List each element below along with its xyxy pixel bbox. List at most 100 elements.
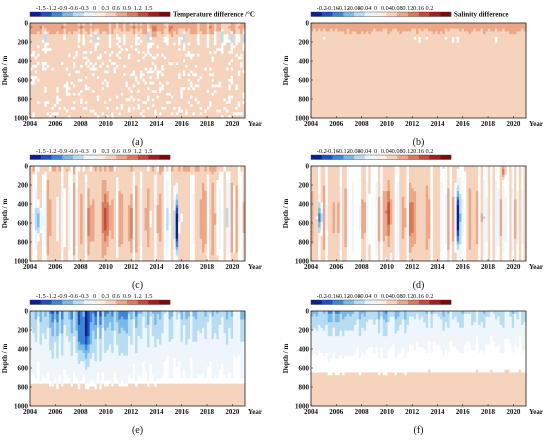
heatmap-cell — [39, 45, 43, 49]
heatmap-cell — [187, 84, 191, 88]
heatmap-cell — [101, 98, 105, 102]
heatmap-cell — [370, 73, 374, 77]
heatmap-cell — [68, 104, 72, 108]
heatmap-cell — [144, 36, 148, 41]
heatmap-cell — [351, 64, 355, 69]
heatmap-cell — [233, 115, 236, 119]
heatmap-cell — [178, 104, 181, 108]
heatmap-cell — [432, 25, 436, 29]
heatmap-cell — [113, 56, 117, 60]
heatmap-cell — [380, 76, 384, 80]
heatmap-cell — [425, 53, 429, 57]
heatmap-cell — [130, 90, 134, 94]
heatmap-cell — [420, 112, 424, 116]
heatmap-cell — [351, 70, 355, 74]
heatmap-cell — [154, 23, 158, 27]
heatmap-cell — [334, 64, 338, 69]
heatmap-cell — [211, 115, 215, 119]
heatmap-cell — [346, 62, 350, 66]
heatmap-cell — [163, 23, 167, 27]
heatmap-cell — [325, 87, 329, 91]
heatmap-cell — [137, 48, 141, 52]
heatmap-cell — [65, 36, 69, 41]
heatmap-cell — [349, 50, 353, 55]
heatmap-cell — [325, 70, 329, 74]
heatmap-cell — [423, 112, 427, 116]
heatmap-cell — [161, 101, 165, 105]
heatmap-cell — [202, 70, 205, 74]
heatmap-cell — [389, 95, 393, 99]
heatmap-cell — [401, 106, 405, 111]
heatmap-cell — [118, 25, 122, 29]
heatmap-cell — [437, 92, 441, 97]
heatmap-cell — [99, 109, 103, 113]
heatmap-cell — [163, 34, 167, 38]
heatmap-cell — [123, 59, 126, 63]
heatmap-cell — [361, 92, 364, 97]
heatmap-cell — [420, 53, 424, 57]
heatmap-cell — [111, 76, 115, 80]
heatmap-cell — [425, 78, 429, 83]
heatmap-cell — [322, 104, 326, 108]
heatmap-cell — [233, 106, 236, 111]
heatmap-cell — [101, 59, 105, 63]
heatmap-cell — [351, 62, 355, 66]
heatmap-cell — [204, 106, 208, 111]
heatmap-cell — [180, 90, 184, 94]
heatmap-cell — [154, 84, 158, 88]
heatmap-cell — [425, 28, 429, 32]
heatmap-cell — [168, 73, 172, 77]
heatmap-cell — [394, 36, 398, 41]
heatmap-cell — [142, 67, 146, 71]
heatmap-cell — [225, 70, 229, 74]
heatmap-cell — [387, 36, 391, 41]
heatmap-cell — [182, 112, 186, 116]
heatmap-cell — [218, 98, 222, 102]
heatmap-cell — [416, 104, 419, 108]
heatmap-cell — [46, 115, 50, 119]
heatmap-cell — [51, 101, 55, 105]
heatmap-cell — [56, 25, 60, 29]
heatmap-cell — [361, 56, 364, 60]
heatmap-cell — [213, 45, 217, 49]
heatmap-cell — [435, 48, 439, 52]
heatmap-cell — [30, 31, 33, 35]
heatmap-cell — [373, 106, 376, 111]
heatmap-cell — [228, 39, 232, 43]
heatmap-cell — [192, 62, 196, 66]
heatmap-cell — [185, 23, 189, 27]
heatmap-cell — [394, 25, 398, 29]
heatmap-cell — [416, 76, 419, 80]
heatmap-cell — [440, 59, 443, 63]
heatmap-cell — [80, 48, 83, 52]
heatmap-cell — [435, 45, 439, 49]
heatmap-cell — [190, 67, 193, 71]
heatmap-cell — [242, 90, 246, 94]
heatmap-cell — [49, 39, 52, 43]
heatmap-cell — [53, 36, 57, 41]
heatmap-cell — [137, 70, 141, 74]
heatmap-cell — [123, 31, 126, 35]
heatmap-cell — [351, 42, 355, 46]
heatmap-cell — [354, 78, 357, 83]
heatmap-cell — [334, 73, 338, 77]
heatmap-cell — [68, 56, 72, 60]
heatmap-cell — [113, 67, 117, 71]
y-tick-label: 400 — [18, 57, 29, 65]
heatmap-cell — [373, 36, 376, 41]
heatmap-cell — [320, 76, 324, 80]
heatmap-cell — [63, 42, 67, 46]
heatmap-cell — [327, 98, 331, 102]
heatmap-cell — [120, 25, 124, 29]
heatmap-cell — [385, 48, 388, 52]
heatmap-cell — [428, 50, 431, 55]
heatmap-cell — [108, 28, 112, 32]
heatmap-cell — [185, 42, 189, 46]
heatmap-cell — [334, 62, 338, 66]
heatmap-cell — [327, 112, 331, 116]
heatmap-cell — [137, 95, 141, 99]
heatmap-cell — [370, 50, 374, 55]
heatmap-cell — [430, 73, 434, 77]
heatmap-cell — [159, 101, 162, 105]
heatmap-cell — [197, 78, 201, 83]
